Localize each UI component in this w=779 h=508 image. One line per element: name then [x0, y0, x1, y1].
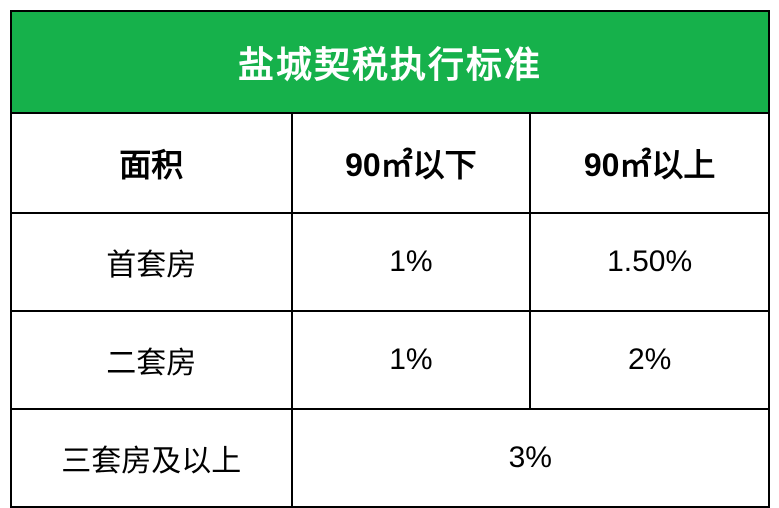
row-under90: 1% — [291, 312, 530, 408]
table-row: 首套房 1% 1.50% — [12, 212, 768, 310]
tax-table: 盐城契税执行标准 面积 90㎡以下 90㎡以上 首套房 1% 1.50% 二套房… — [10, 10, 770, 508]
table-header-row: 面积 90㎡以下 90㎡以上 — [12, 112, 768, 212]
row-label: 首套房 — [12, 214, 291, 310]
header-area: 面积 — [12, 114, 291, 212]
table-title: 盐城契税执行标准 — [12, 12, 768, 112]
table-merged-row: 三套房及以上 3% — [12, 408, 768, 506]
row-under90: 1% — [291, 214, 530, 310]
row-over90: 1.50% — [529, 214, 768, 310]
table-row: 二套房 1% 2% — [12, 310, 768, 408]
merged-row-label: 三套房及以上 — [12, 410, 291, 506]
header-over90: 90㎡以上 — [529, 114, 768, 212]
header-under90: 90㎡以下 — [291, 114, 530, 212]
row-label: 二套房 — [12, 312, 291, 408]
row-over90: 2% — [529, 312, 768, 408]
merged-row-value: 3% — [291, 410, 768, 506]
